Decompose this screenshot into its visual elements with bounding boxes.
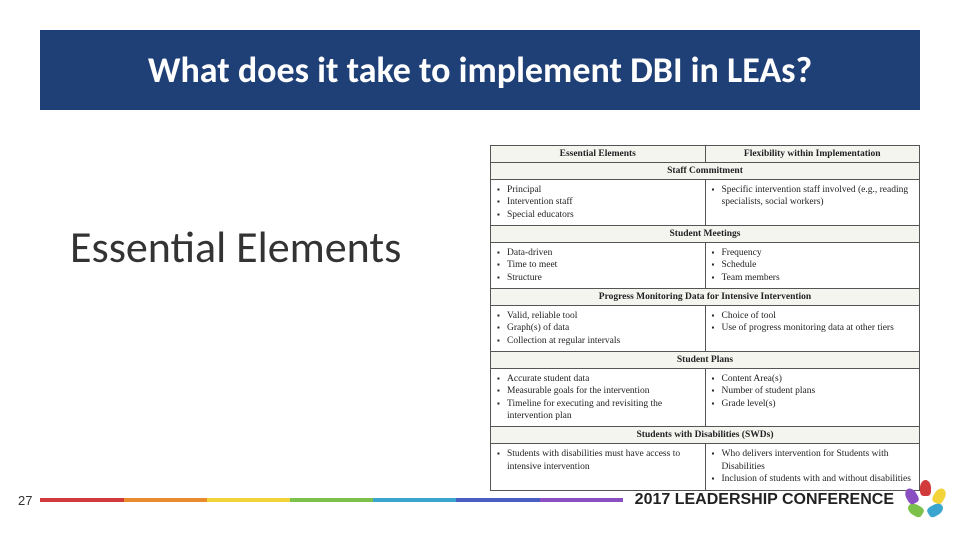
table-row: Accurate student dataMeasurable goals fo… <box>491 369 919 427</box>
list-item: Choice of tool <box>712 310 914 322</box>
slide-subtitle: Essential Elements <box>70 220 401 274</box>
table-row: Valid, reliable toolGraph(s) of dataColl… <box>491 306 919 352</box>
table-row: Data-drivenTime to meetStructureFrequenc… <box>491 243 919 289</box>
list-item: Schedule <box>712 259 914 271</box>
table-cell: Accurate student dataMeasurable goals fo… <box>491 369 706 426</box>
list-item: Who delivers intervention for Students w… <box>712 448 914 473</box>
rainbow-divider <box>40 498 622 502</box>
list-item: Measurable goals for the intervention <box>497 385 699 397</box>
title-banner: What does it take to implement DBI in LE… <box>40 30 920 110</box>
rainbow-segment <box>124 498 207 502</box>
logo-hand-icon <box>926 501 945 519</box>
list-item: Collection at regular intervals <box>497 335 699 347</box>
section-header: Students with Disabilities (SWDs) <box>491 427 919 444</box>
table-cell: Data-drivenTime to meetStructure <box>491 243 706 288</box>
list-item: Frequency <box>712 247 914 259</box>
page-number: 27 <box>18 493 32 508</box>
rainbow-segment <box>540 498 623 502</box>
table-cell: FrequencyScheduleTeam members <box>706 243 920 288</box>
list-item: Special educators <box>497 209 699 221</box>
logo-hand-icon <box>920 480 931 496</box>
rainbow-segment <box>456 498 539 502</box>
table-row: PrincipalIntervention staffSpecial educa… <box>491 180 919 226</box>
list-item: Content Area(s) <box>712 373 914 385</box>
list-item: Grade level(s) <box>712 398 914 410</box>
rainbow-segment <box>40 498 123 502</box>
list-item: Graph(s) of data <box>497 322 699 334</box>
rainbow-segment <box>373 498 456 502</box>
col-header-essential: Essential Elements <box>491 146 706 162</box>
list-item: Number of student plans <box>712 385 914 397</box>
conference-label: 2017 LEADERSHIP CONFERENCE <box>635 491 894 509</box>
section-header: Progress Monitoring Data for Intensive I… <box>491 289 919 306</box>
logo-hand-icon <box>906 501 925 519</box>
list-item: Intervention staff <box>497 196 699 208</box>
table-cell: Specific intervention staff involved (e.… <box>706 180 920 225</box>
list-item: Valid, reliable tool <box>497 310 699 322</box>
col-header-flexibility: Flexibility within Implementation <box>706 146 920 162</box>
conference-logo-icon <box>904 480 948 520</box>
list-item: Principal <box>497 184 699 196</box>
section-header: Student Meetings <box>491 226 919 243</box>
list-item: Students with disabilities must have acc… <box>497 448 699 473</box>
list-item: Specific intervention staff involved (e.… <box>712 184 914 209</box>
table-cell: PrincipalIntervention staffSpecial educa… <box>491 180 706 225</box>
section-header: Student Plans <box>491 352 919 369</box>
elements-table: Essential Elements Flexibility within Im… <box>490 145 920 491</box>
list-item: Time to meet <box>497 259 699 271</box>
table-cell: Valid, reliable toolGraph(s) of dataColl… <box>491 306 706 351</box>
logo-hand-icon <box>903 486 921 505</box>
list-item: Use of progress monitoring data at other… <box>712 322 914 334</box>
section-header: Staff Commitment <box>491 163 919 180</box>
rainbow-segment <box>207 498 290 502</box>
list-item: Team members <box>712 272 914 284</box>
table-cell: Choice of toolUse of progress monitoring… <box>706 306 920 351</box>
rainbow-segment <box>290 498 373 502</box>
slide-footer: 27 2017 LEADERSHIP CONFERENCE <box>0 480 960 520</box>
list-item: Structure <box>497 272 699 284</box>
list-item: Data-driven <box>497 247 699 259</box>
table-header-row: Essential Elements Flexibility within Im… <box>491 146 919 163</box>
table-cell: Content Area(s)Number of student plansGr… <box>706 369 920 426</box>
list-item: Accurate student data <box>497 373 699 385</box>
list-item: Timeline for executing and revisiting th… <box>497 398 699 423</box>
slide-title: What does it take to implement DBI in LE… <box>148 48 812 92</box>
